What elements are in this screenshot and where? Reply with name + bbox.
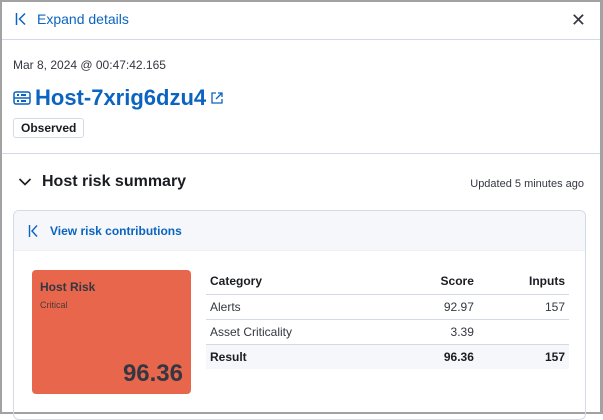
observed-badge: Observed [13,118,85,138]
divider [2,153,600,154]
host-icon [13,91,31,105]
cell-inputs [477,319,569,345]
entity-title: Host-7xrig6dzu4 [13,85,224,111]
updated-text: Updated 5 minutes ago [470,178,584,190]
risk-summary-card: View risk contributions Host Risk Critic… [13,210,586,420]
risk-table: Category Score Inputs Alerts 92.97 157 A… [206,269,569,369]
collapse-left-icon [15,12,26,26]
cell-inputs: 157 [477,294,569,320]
cell-result-label: Result [206,344,393,369]
cell-result-inputs: 157 [477,344,569,369]
section-title: Host risk summary [42,173,187,190]
close-icon[interactable]: ✕ [570,10,586,30]
timestamp: Mar 8, 2024 @ 00:47:42.165 [13,58,166,72]
chevron-down-icon [18,178,32,186]
view-risk-contributions-label: View risk contributions [50,223,182,238]
expand-details-button[interactable]: Expand details [15,11,129,27]
cell-result-score: 96.36 [392,344,478,369]
cell-score: 92.97 [392,294,478,320]
cell-category: Asset Criticality [206,319,393,345]
host-risk-title: Host Risk [40,280,96,294]
table-header-row: Category Score Inputs [206,269,569,295]
header-inputs: Inputs [477,269,569,295]
cell-category: Alerts [206,294,393,320]
header-category: Category [206,269,393,295]
host-risk-panel: Host Risk Critical 96.36 [32,270,191,394]
host-name-link[interactable]: Host-7xrig6dzu4 [35,85,207,110]
risk-score: 96.36 [122,360,183,387]
risk-level: Critical [40,300,68,310]
flyout-header: Expand details ✕ [2,2,600,40]
result-row: Result 96.36 157 [206,344,569,369]
table-row: Alerts 92.97 157 [206,294,569,320]
collapse-left-icon [28,224,38,237]
risk-summary-toggle[interactable]: Host risk summary [18,173,186,191]
external-link-icon[interactable] [210,91,224,105]
view-risk-contributions-link[interactable]: View risk contributions [14,211,585,251]
header-score: Score [392,269,478,295]
expand-details-label: Expand details [37,11,129,27]
table-row: Asset Criticality 3.39 [206,319,569,345]
cell-score: 3.39 [392,319,478,345]
